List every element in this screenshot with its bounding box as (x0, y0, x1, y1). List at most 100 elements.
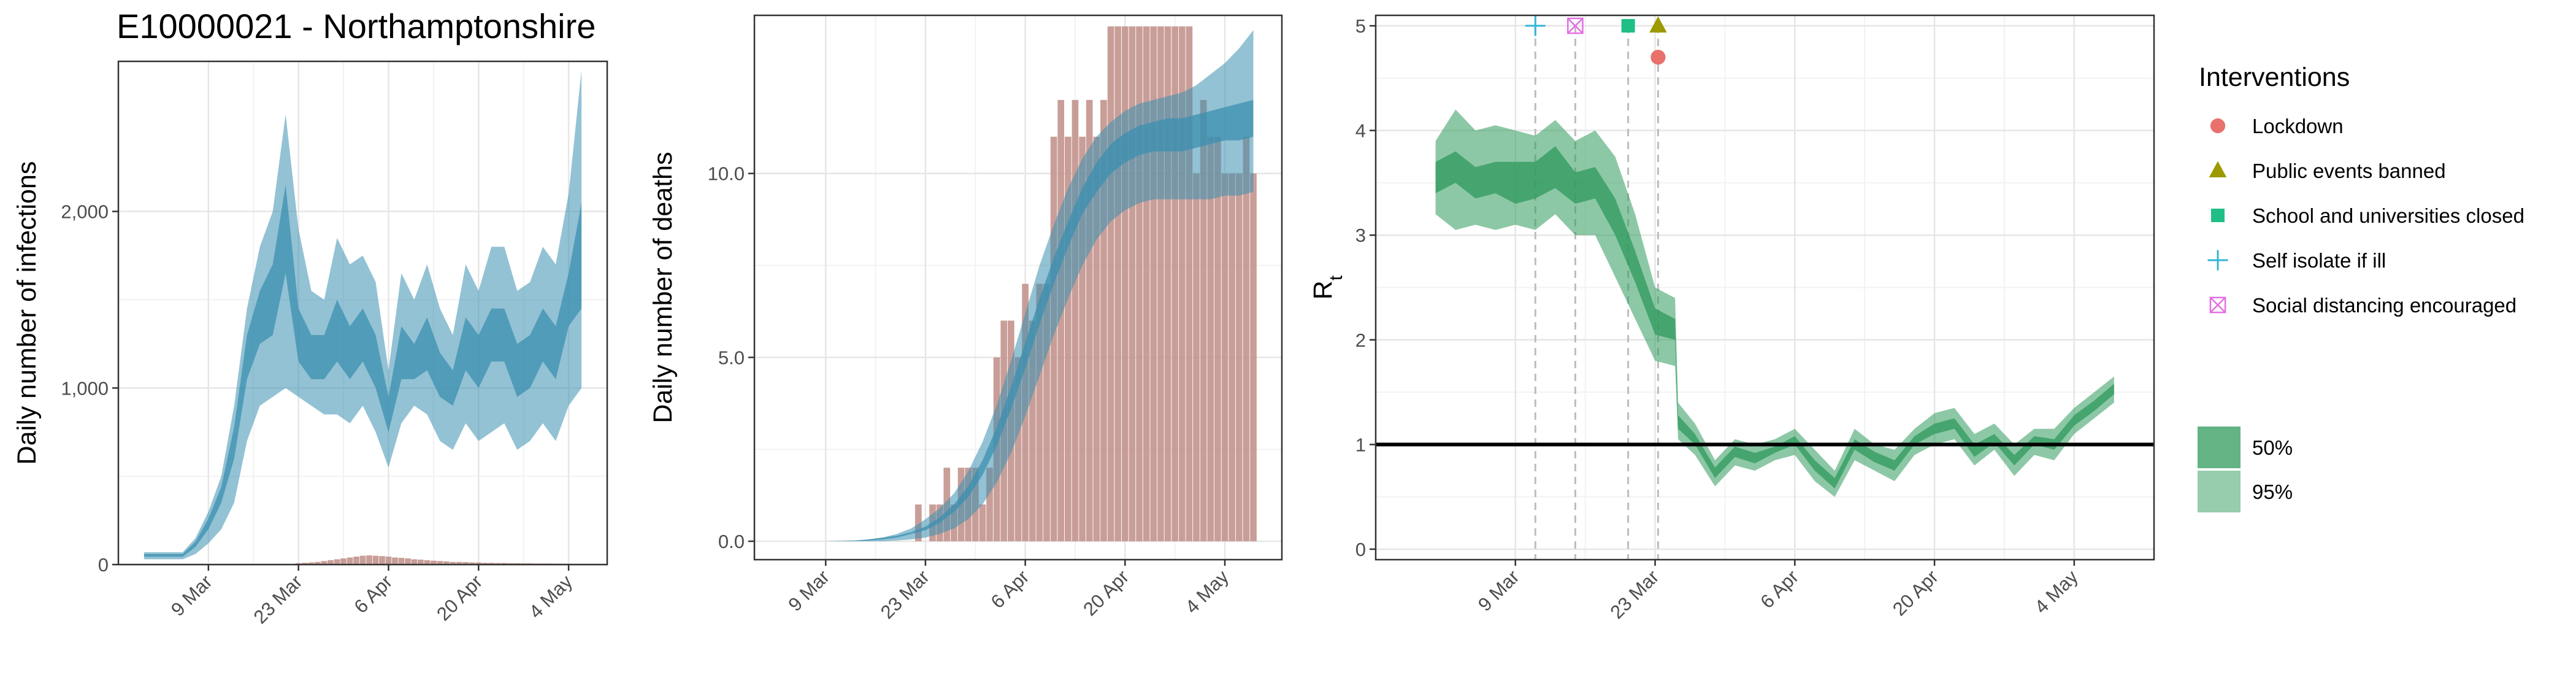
observed-bar (456, 561, 462, 565)
infections-panel: 0 1,000 2,000 9 Mar 23 Mar 6 Apr 20 Apr 4 May Da… (12, 60, 608, 628)
observed-bar (1107, 26, 1114, 542)
legend-marker-boxx-box (2209, 296, 2226, 314)
panel-border (753, 14, 1283, 561)
observed-bar (1029, 320, 1036, 542)
legend-label: 50% (2252, 436, 2293, 459)
observed-bar (1171, 26, 1179, 542)
observed-bar (469, 562, 475, 565)
observed-bar (914, 504, 922, 542)
y-tick-label: 0 (1355, 539, 1366, 560)
observed-bar (398, 558, 405, 565)
panel-border (117, 60, 608, 566)
observed-bar (494, 563, 501, 565)
observed-bar (1214, 136, 1221, 542)
observed-bar (1186, 26, 1193, 542)
observed-bar (359, 555, 366, 565)
observed-bar (450, 561, 456, 565)
ribbon-50pct (826, 99, 1254, 542)
x-tick-label: 9 Mar (1474, 566, 1524, 615)
observed-bar (424, 560, 431, 565)
y-tick-label: 4 (1355, 120, 1366, 142)
observed-bar (321, 561, 328, 565)
observed-bar (437, 561, 443, 565)
observed-bar (315, 561, 321, 565)
observed-bar (1200, 99, 1207, 542)
observed-bar (1250, 173, 1257, 542)
legend-marker-square (2211, 209, 2225, 222)
observed-bar (405, 558, 411, 565)
observed-bar (1036, 284, 1043, 542)
observed-bar (1086, 99, 1093, 542)
y-tick-label: 2 (1355, 330, 1366, 351)
observed-bar (418, 559, 424, 565)
observed-bar (488, 563, 495, 565)
y-tick-label: 5.0 (718, 347, 745, 368)
x-tick-label: 6 Apr (987, 566, 1033, 612)
observed-bar (1157, 26, 1164, 542)
observed-bar (308, 562, 315, 565)
legend-label: 95% (2252, 480, 2293, 503)
intervention-marker-square (1621, 19, 1635, 33)
observed-bar (1164, 26, 1171, 542)
y-axis-label: Daily number of deaths (648, 152, 678, 423)
y-axis-label-subscript: t (1326, 275, 1346, 280)
chart-title: E10000021 - Northamptonshire (117, 7, 596, 45)
observed-bar (372, 555, 379, 565)
observed-bar (385, 557, 392, 565)
observed-bar (302, 563, 308, 565)
y-axis-label: Daily number of infections (12, 161, 42, 465)
observed-bar (501, 563, 508, 565)
y-tick-label: 1 (1355, 434, 1366, 455)
intervention-marker-boxx (1567, 17, 1584, 34)
observed-bar (1221, 173, 1229, 542)
deaths-panel: 0.0 5.0 10.0 9 Mar 23 Mar 6 Apr 20 Apr 4 May Dai… (648, 14, 1283, 623)
legend-marker-plus (2207, 250, 2228, 271)
observed-bar (475, 562, 482, 565)
observed-bar (392, 557, 398, 565)
observed-bar (481, 563, 488, 565)
y-tick-label: 2,000 (61, 201, 109, 223)
observed-bar (366, 555, 372, 565)
observed-bar (379, 556, 385, 565)
x-tick-label: 23 Mar (1606, 566, 1663, 623)
y-tick-label: 10.0 (708, 163, 745, 185)
observed-bar (1143, 26, 1150, 542)
observed-bar (340, 558, 347, 565)
observed-bar (1243, 136, 1250, 542)
observed-bar (1043, 284, 1050, 542)
legend-title: Interventions (2199, 63, 2350, 92)
y-tick-label: 5 (1355, 15, 1366, 37)
observed-bar (443, 561, 450, 565)
observed-bar (1114, 26, 1122, 542)
legend-label: Self isolate if ill (2252, 249, 2386, 272)
legend-marker-circle (2210, 118, 2226, 134)
intervention-marker-plus (1525, 15, 1546, 36)
legend-marker-boxx (2209, 296, 2226, 314)
legend-marker-triangle (2209, 161, 2227, 177)
legend-label: Public events banned (2252, 160, 2446, 182)
observed-bar (411, 559, 418, 565)
x-tick-label: 6 Apr (350, 571, 396, 617)
legend-swatch-50pct (2198, 426, 2241, 468)
ribbon-50pct (1435, 146, 2114, 488)
observed-bar (979, 504, 986, 542)
x-tick-label: 9 Mar (167, 571, 217, 620)
x-tick-label: 6 Apr (1756, 566, 1803, 612)
x-tick-label: 4 May (1181, 566, 1233, 618)
observed-bar (431, 560, 437, 565)
y-axis-label: Rt (1308, 275, 1346, 299)
ribbon-95pct (826, 30, 1254, 541)
observed-bar (1079, 136, 1086, 542)
x-tick-label: 9 Mar (784, 566, 834, 615)
panel-border (1374, 14, 2155, 561)
y-tick-label: 0.0 (718, 531, 745, 552)
x-tick-label: 4 May (525, 571, 577, 623)
intervention-marker-boxx-box (1567, 17, 1584, 34)
observed-bar (347, 557, 353, 565)
observed-bar (1136, 26, 1143, 542)
intervention-marker-circle (1650, 50, 1666, 65)
x-tick-label: 23 Mar (250, 571, 307, 628)
observed-bar (462, 561, 469, 565)
legend-label: Social distancing encouraged (2252, 294, 2517, 317)
y-tick-label: 3 (1355, 225, 1366, 246)
